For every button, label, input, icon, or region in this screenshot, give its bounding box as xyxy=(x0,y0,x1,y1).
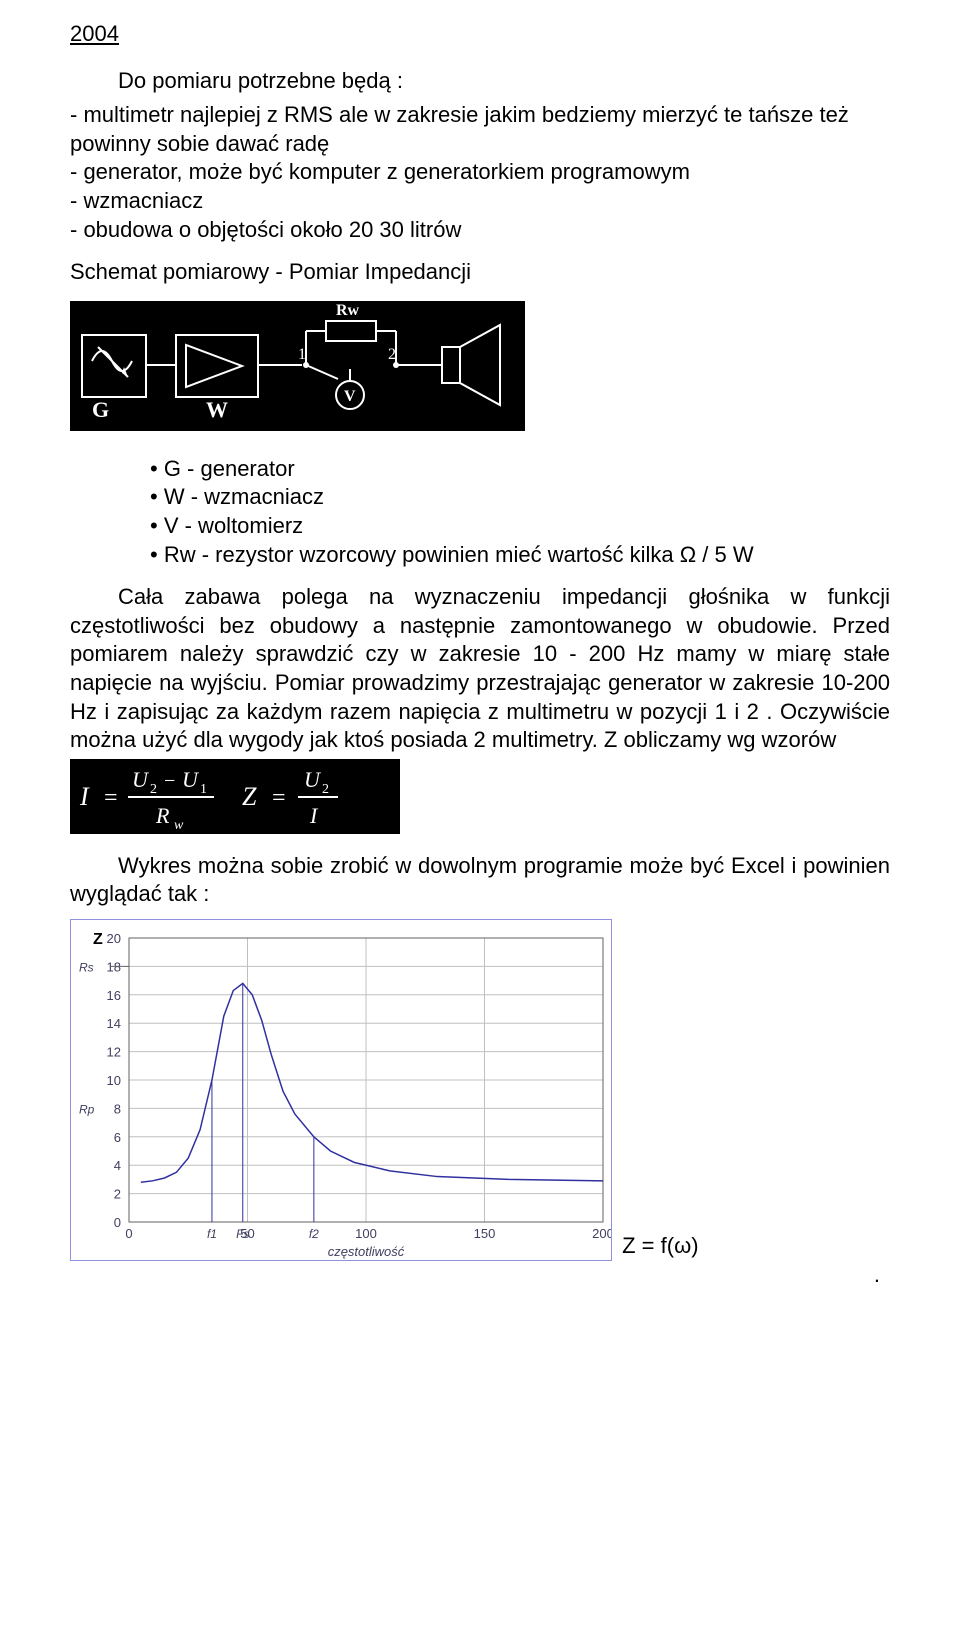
page-header-year: 2004 xyxy=(70,20,890,49)
formula-image: I = U 2 − U 1 R w Z = U 2 I xyxy=(70,759,400,834)
svg-text:=: = xyxy=(272,785,286,811)
body-paragraph-2: Wykres można sobie zrobić w dowolnym pro… xyxy=(70,852,890,909)
schematic-label-Rw: Rw xyxy=(336,302,360,319)
svg-text:100: 100 xyxy=(355,1226,377,1241)
svg-text:18: 18 xyxy=(107,959,121,974)
chart-row: 02468101214161820050100150200ZRsRpczęsto… xyxy=(70,913,890,1261)
schematic-diagram: G W 1 Rw V 2 xyxy=(70,301,525,431)
svg-text:f1: f1 xyxy=(207,1227,217,1241)
svg-text:2: 2 xyxy=(114,1186,121,1201)
svg-text:1: 1 xyxy=(200,782,207,797)
impedance-chart: 02468101214161820050100150200ZRsRpczęsto… xyxy=(70,919,610,1261)
intro-b3: - wzmacniacz xyxy=(70,187,890,216)
svg-text:f2: f2 xyxy=(309,1227,319,1241)
svg-text:8: 8 xyxy=(114,1101,121,1116)
svg-text:U: U xyxy=(182,767,200,792)
svg-text:Rs: Rs xyxy=(79,960,94,974)
trailing-period: . xyxy=(70,1261,890,1290)
intro-b4: - obudowa o objętości około 20 30 litrów xyxy=(70,216,890,245)
schematic-label-W: W xyxy=(206,397,228,422)
svg-text:Z: Z xyxy=(93,931,103,948)
legend-w: W - wzmacniacz xyxy=(150,483,890,512)
svg-text:I: I xyxy=(79,782,90,811)
section1-title: Schemat pomiarowy - Pomiar Impedancji xyxy=(70,258,890,287)
svg-text:20: 20 xyxy=(107,931,121,946)
svg-text:=: = xyxy=(104,785,118,811)
svg-text:U: U xyxy=(132,767,150,792)
schematic-label-V: V xyxy=(344,388,356,405)
body-paragraph-1: Cała zabawa polega na wyznaczeniu impeda… xyxy=(70,583,890,755)
svg-text:200: 200 xyxy=(592,1226,612,1241)
schematic-label-2: 2 xyxy=(388,346,396,363)
svg-text:12: 12 xyxy=(107,1044,121,1059)
svg-text:0: 0 xyxy=(114,1215,121,1230)
schematic-label-1: 1 xyxy=(298,346,306,363)
svg-text:16: 16 xyxy=(107,988,121,1003)
svg-text:Fs: Fs xyxy=(236,1227,249,1241)
schematic-label-G: G xyxy=(92,397,109,422)
intro-line: Do pomiaru potrzebne będą : xyxy=(70,67,890,96)
intro-b2: - generator, może być komputer z generat… xyxy=(70,158,890,187)
svg-text:10: 10 xyxy=(107,1073,121,1088)
svg-text:Rp: Rp xyxy=(79,1102,95,1116)
legend-list: G - generator W - wzmacniacz V - woltomi… xyxy=(70,455,890,569)
svg-text:6: 6 xyxy=(114,1130,121,1145)
svg-text:4: 4 xyxy=(114,1158,121,1173)
svg-text:w: w xyxy=(174,818,184,833)
svg-text:0: 0 xyxy=(125,1226,132,1241)
intro-bullets: - multimetr najlepiej z RMS ale w zakres… xyxy=(70,101,890,244)
svg-text:14: 14 xyxy=(107,1016,121,1031)
legend-v: V - woltomierz xyxy=(150,512,890,541)
intro-block: Do pomiaru potrzebne będą : - multimetr … xyxy=(70,67,890,245)
legend-g: G - generator xyxy=(150,455,890,484)
svg-text:U: U xyxy=(304,767,322,792)
svg-text:R: R xyxy=(155,803,170,828)
zf-label: Z = f(ω) xyxy=(622,1232,698,1261)
svg-text:−: − xyxy=(164,770,175,792)
svg-text:Z: Z xyxy=(242,782,257,811)
svg-text:150: 150 xyxy=(474,1226,496,1241)
legend-rw: Rw - rezystor wzorcowy powinien mieć war… xyxy=(150,541,890,570)
page: 2004 Do pomiaru potrzebne będą : - multi… xyxy=(0,0,960,1319)
svg-text:częstotliwość: częstotliwość xyxy=(328,1244,405,1259)
intro-b1: - multimetr najlepiej z RMS ale w zakres… xyxy=(70,101,890,158)
svg-text:2: 2 xyxy=(150,782,157,797)
svg-text:2: 2 xyxy=(322,782,329,797)
